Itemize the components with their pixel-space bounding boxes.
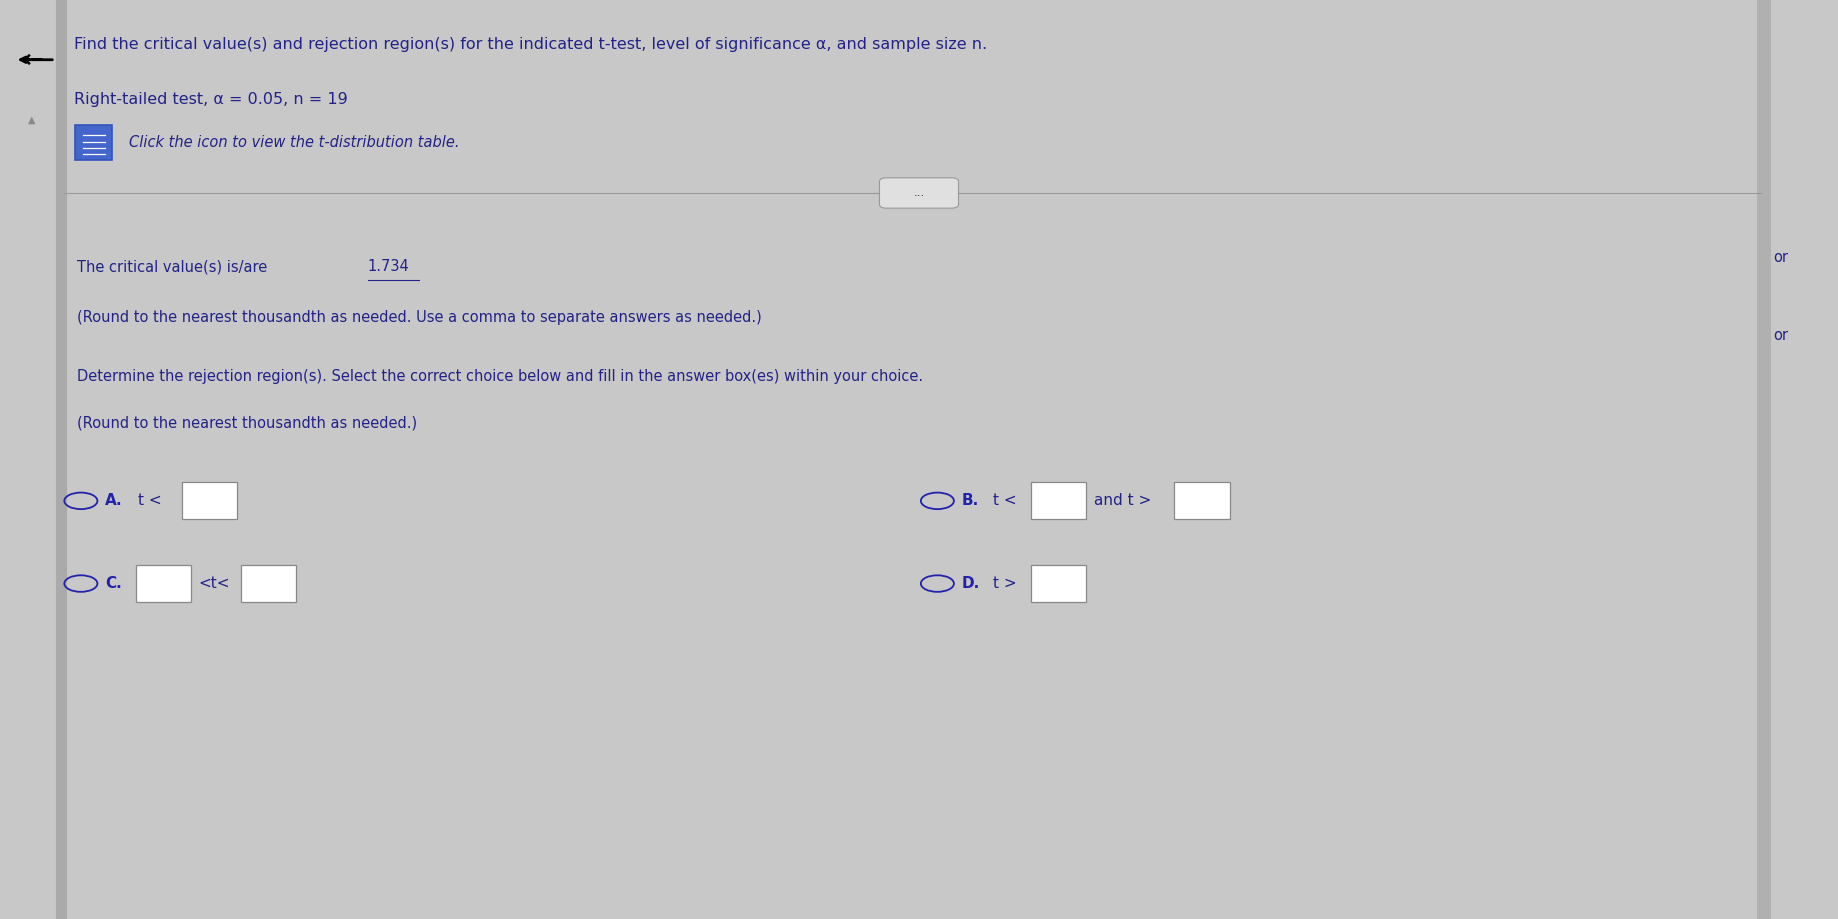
Text: Click the icon to view the t-distribution table.: Click the icon to view the t-distributio… — [129, 135, 460, 150]
Text: ▲: ▲ — [28, 115, 35, 124]
Text: The critical value(s) is/are: The critical value(s) is/are — [77, 259, 268, 274]
Text: or: or — [1774, 328, 1788, 343]
Text: Right-tailed test, α = 0.05, n = 19: Right-tailed test, α = 0.05, n = 19 — [74, 92, 347, 107]
Text: B.: B. — [961, 494, 978, 508]
FancyBboxPatch shape — [241, 565, 296, 602]
Text: ...: ... — [913, 187, 925, 199]
Text: A.: A. — [105, 494, 123, 508]
Text: 1.734: 1.734 — [368, 259, 410, 274]
Text: D.: D. — [961, 576, 980, 591]
Text: (Round to the nearest thousandth as needed. Use a comma to separate answers as n: (Round to the nearest thousandth as need… — [77, 310, 763, 324]
FancyBboxPatch shape — [1031, 565, 1086, 602]
FancyBboxPatch shape — [136, 565, 191, 602]
Text: or: or — [1774, 250, 1788, 265]
Text: ←: ← — [22, 48, 44, 72]
FancyBboxPatch shape — [1174, 482, 1230, 519]
FancyBboxPatch shape — [879, 177, 959, 208]
FancyBboxPatch shape — [75, 125, 112, 160]
Text: Find the critical value(s) and rejection region(s) for the indicated t-test, lev: Find the critical value(s) and rejection… — [74, 37, 987, 51]
FancyBboxPatch shape — [1031, 482, 1086, 519]
Text: (Round to the nearest thousandth as needed.): (Round to the nearest thousandth as need… — [77, 415, 417, 430]
Text: t <: t < — [993, 494, 1016, 508]
Text: t >: t > — [993, 576, 1016, 591]
Text: Determine the rejection region(s). Select the correct choice below and fill in t: Determine the rejection region(s). Selec… — [77, 369, 923, 384]
Text: <t<: <t< — [199, 576, 230, 591]
Text: t <: t < — [138, 494, 162, 508]
FancyBboxPatch shape — [182, 482, 237, 519]
Text: C.: C. — [105, 576, 121, 591]
Text: and t >: and t > — [1094, 494, 1151, 508]
